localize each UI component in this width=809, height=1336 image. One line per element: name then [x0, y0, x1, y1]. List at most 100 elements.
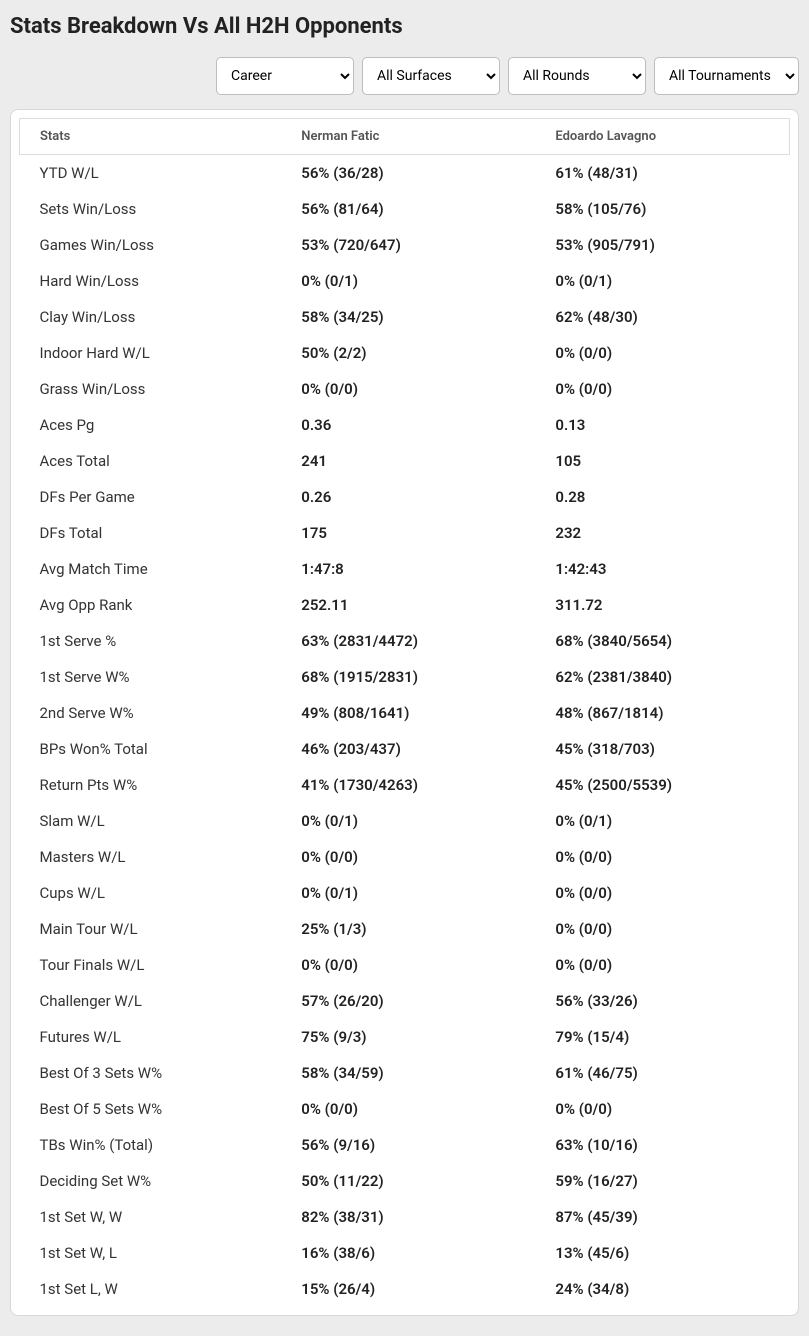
table-row: Avg Match Time1:47:81:42:43 [20, 551, 790, 587]
stat-label: Games Win/Loss [20, 227, 282, 263]
table-row: Main Tour W/L25% (1/3)0% (0/0) [20, 911, 790, 947]
table-row: 1st Set W, L16% (38/6)13% (45/6) [20, 1235, 790, 1271]
stat-label: Main Tour W/L [20, 911, 282, 947]
stat-label: Slam W/L [20, 803, 282, 839]
table-row: Challenger W/L57% (26/20)56% (33/26) [20, 983, 790, 1019]
stat-label: Return Pts W% [20, 767, 282, 803]
stat-value: 0% (0/1) [535, 263, 789, 299]
stat-value: 68% (3840/5654) [535, 623, 789, 659]
stat-value: 0% (0/1) [535, 803, 789, 839]
table-row: Hard Win/Loss0% (0/1)0% (0/1) [20, 263, 790, 299]
stat-value: 59% (16/27) [535, 1163, 789, 1199]
table-row: 1st Serve W%68% (1915/2831)62% (2381/384… [20, 659, 790, 695]
stat-value: 57% (26/20) [281, 983, 535, 1019]
stat-label: Hard Win/Loss [20, 263, 282, 299]
stat-label: Indoor Hard W/L [20, 335, 282, 371]
stat-value: 105 [535, 443, 789, 479]
stat-label: Masters W/L [20, 839, 282, 875]
stat-value: 56% (33/26) [535, 983, 789, 1019]
stat-label: BPs Won% Total [20, 731, 282, 767]
stat-value: 24% (34/8) [535, 1271, 789, 1307]
stat-value: 53% (905/791) [535, 227, 789, 263]
stat-value: 0.36 [281, 407, 535, 443]
stat-value: 0% (0/0) [281, 947, 535, 983]
stat-value: 0% (0/1) [281, 803, 535, 839]
stat-value: 0% (0/0) [535, 335, 789, 371]
stat-value: 45% (318/703) [535, 731, 789, 767]
stat-label: Best Of 3 Sets W% [20, 1055, 282, 1091]
stat-value: 56% (9/16) [281, 1127, 535, 1163]
table-row: 1st Serve %63% (2831/4472)68% (3840/5654… [20, 623, 790, 659]
table-row: Futures W/L75% (9/3)79% (15/4) [20, 1019, 790, 1055]
table-row: Masters W/L0% (0/0)0% (0/0) [20, 839, 790, 875]
table-row: Sets Win/Loss56% (81/64)58% (105/76) [20, 191, 790, 227]
stat-value: 25% (1/3) [281, 911, 535, 947]
table-row: 1st Set W, W82% (38/31)87% (45/39) [20, 1199, 790, 1235]
table-row: BPs Won% Total46% (203/437)45% (318/703) [20, 731, 790, 767]
stat-label: 1st Serve % [20, 623, 282, 659]
stat-label: 2nd Serve W% [20, 695, 282, 731]
table-row: DFs Total175232 [20, 515, 790, 551]
stat-value: 63% (10/16) [535, 1127, 789, 1163]
col-header-stats: Stats [20, 119, 282, 155]
col-header-player1: Nerman Fatic [281, 119, 535, 155]
stat-label: Futures W/L [20, 1019, 282, 1055]
table-row: Cups W/L0% (0/1)0% (0/0) [20, 875, 790, 911]
stat-value: 61% (46/75) [535, 1055, 789, 1091]
page-title: Stats Breakdown Vs All H2H Opponents [10, 14, 799, 39]
stat-label: DFs Per Game [20, 479, 282, 515]
stat-label: 1st Set W, L [20, 1235, 282, 1271]
stat-label: Sets Win/Loss [20, 191, 282, 227]
table-header-row: Stats Nerman Fatic Edoardo Lavagno [20, 119, 790, 155]
stat-value: 0% (0/0) [535, 839, 789, 875]
table-row: Grass Win/Loss0% (0/0)0% (0/0) [20, 371, 790, 407]
stat-value: 48% (867/1814) [535, 695, 789, 731]
table-row: DFs Per Game0.260.28 [20, 479, 790, 515]
round-select[interactable]: All Rounds [508, 57, 646, 95]
stat-value: 49% (808/1641) [281, 695, 535, 731]
stat-value: 53% (720/647) [281, 227, 535, 263]
stat-value: 0% (0/1) [281, 875, 535, 911]
stat-label: TBs Win% (Total) [20, 1127, 282, 1163]
table-row: Best Of 5 Sets W%0% (0/0)0% (0/0) [20, 1091, 790, 1127]
tournament-select[interactable]: All Tournaments [654, 57, 799, 95]
surface-select[interactable]: All Surfaces [362, 57, 500, 95]
stat-value: 56% (81/64) [281, 191, 535, 227]
stat-label: Cups W/L [20, 875, 282, 911]
stat-value: 0% (0/0) [535, 875, 789, 911]
stat-value: 0.26 [281, 479, 535, 515]
filter-bar: Career All Surfaces All Rounds All Tourn… [10, 57, 799, 95]
table-row: Indoor Hard W/L50% (2/2)0% (0/0) [20, 335, 790, 371]
stats-table: Stats Nerman Fatic Edoardo Lavagno YTD W… [19, 118, 790, 1307]
table-row: Clay Win/Loss58% (34/25)62% (48/30) [20, 299, 790, 335]
stat-value: 75% (9/3) [281, 1019, 535, 1055]
stat-label: 1st Set W, W [20, 1199, 282, 1235]
stat-value: 56% (36/28) [281, 155, 535, 192]
stat-value: 241 [281, 443, 535, 479]
stat-value: 0% (0/1) [281, 263, 535, 299]
table-row: 2nd Serve W%49% (808/1641)48% (867/1814) [20, 695, 790, 731]
stat-value: 0% (0/0) [281, 371, 535, 407]
stat-value: 68% (1915/2831) [281, 659, 535, 695]
stat-label: YTD W/L [20, 155, 282, 192]
stat-value: 1:42:43 [535, 551, 789, 587]
table-row: Games Win/Loss53% (720/647)53% (905/791) [20, 227, 790, 263]
stat-value: 1:47:8 [281, 551, 535, 587]
stat-label: 1st Set L, W [20, 1271, 282, 1307]
stat-value: 82% (38/31) [281, 1199, 535, 1235]
period-select[interactable]: Career [216, 57, 354, 95]
stat-label: Best Of 5 Sets W% [20, 1091, 282, 1127]
stat-label: Challenger W/L [20, 983, 282, 1019]
stat-label: Deciding Set W% [20, 1163, 282, 1199]
stat-label: DFs Total [20, 515, 282, 551]
stat-value: 232 [535, 515, 789, 551]
stat-label: Clay Win/Loss [20, 299, 282, 335]
stat-value: 13% (45/6) [535, 1235, 789, 1271]
table-row: Aces Total241105 [20, 443, 790, 479]
stat-value: 41% (1730/4263) [281, 767, 535, 803]
stat-value: 0% (0/0) [535, 371, 789, 407]
table-row: Avg Opp Rank252.11311.72 [20, 587, 790, 623]
stat-value: 58% (105/76) [535, 191, 789, 227]
stat-label: Aces Total [20, 443, 282, 479]
table-row: Slam W/L0% (0/1)0% (0/1) [20, 803, 790, 839]
